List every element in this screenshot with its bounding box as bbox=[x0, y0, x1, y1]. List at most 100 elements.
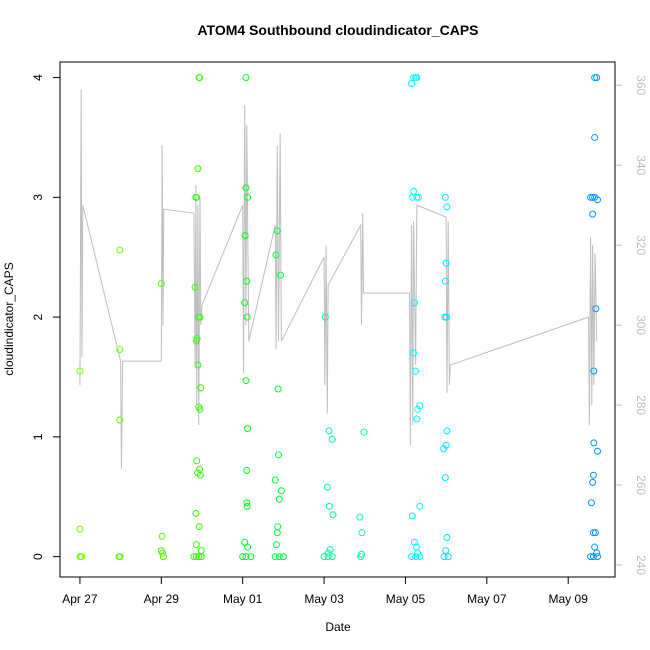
point bbox=[273, 529, 281, 537]
point bbox=[408, 512, 416, 520]
y2-tick-label: 320 bbox=[634, 235, 648, 255]
point bbox=[587, 499, 595, 507]
point bbox=[271, 476, 279, 484]
point bbox=[443, 203, 451, 211]
point bbox=[413, 74, 421, 82]
point bbox=[587, 193, 595, 201]
point bbox=[243, 466, 251, 474]
point bbox=[243, 313, 251, 321]
point bbox=[195, 523, 203, 531]
point bbox=[587, 553, 595, 561]
point bbox=[244, 424, 252, 432]
point bbox=[320, 553, 328, 561]
point bbox=[78, 553, 86, 561]
point bbox=[244, 193, 252, 201]
point bbox=[193, 457, 201, 465]
y2-tick-label: 260 bbox=[634, 475, 648, 495]
point bbox=[358, 529, 366, 537]
point bbox=[440, 553, 448, 561]
point bbox=[279, 553, 287, 561]
point bbox=[442, 259, 450, 267]
point bbox=[242, 184, 250, 192]
point bbox=[242, 377, 250, 385]
point bbox=[414, 405, 422, 413]
plot-frame bbox=[59, 61, 616, 578]
x-tick-label: Apr 29 bbox=[144, 592, 180, 606]
point bbox=[193, 193, 201, 201]
point bbox=[192, 337, 200, 345]
point bbox=[277, 487, 285, 495]
point bbox=[594, 447, 602, 455]
point bbox=[76, 367, 84, 375]
point bbox=[323, 483, 331, 491]
point bbox=[158, 532, 166, 540]
point bbox=[356, 513, 364, 521]
point bbox=[277, 271, 285, 279]
point bbox=[591, 529, 599, 537]
point bbox=[329, 511, 337, 519]
point bbox=[443, 427, 451, 435]
point bbox=[242, 553, 250, 561]
point bbox=[194, 361, 202, 369]
y2-tick-label: 300 bbox=[634, 315, 648, 335]
point bbox=[410, 299, 418, 307]
point bbox=[157, 280, 165, 288]
point bbox=[325, 502, 333, 510]
point bbox=[413, 415, 421, 423]
point bbox=[242, 74, 250, 82]
point bbox=[274, 385, 282, 393]
point bbox=[275, 495, 283, 503]
point bbox=[440, 445, 448, 453]
point bbox=[159, 549, 167, 557]
point bbox=[196, 313, 204, 321]
point bbox=[196, 74, 204, 82]
point bbox=[408, 553, 416, 561]
point bbox=[197, 553, 205, 561]
point bbox=[272, 541, 280, 549]
point bbox=[594, 553, 602, 561]
point bbox=[410, 349, 418, 357]
point bbox=[591, 543, 599, 551]
point bbox=[239, 553, 247, 561]
point bbox=[116, 553, 124, 561]
x-tick-label: May 05 bbox=[386, 592, 426, 606]
x-axis-label: Date bbox=[325, 620, 351, 634]
y-axis-label: cloudindicator_CAPS bbox=[2, 262, 16, 375]
point bbox=[328, 435, 336, 443]
point bbox=[321, 313, 329, 321]
point bbox=[412, 553, 420, 561]
point bbox=[191, 283, 199, 291]
point bbox=[244, 543, 252, 551]
point bbox=[241, 232, 249, 240]
y-tick-label: 1 bbox=[31, 433, 45, 440]
point bbox=[414, 549, 422, 557]
point bbox=[116, 416, 124, 424]
point bbox=[196, 471, 204, 479]
point bbox=[271, 553, 279, 561]
point bbox=[159, 553, 167, 561]
point bbox=[589, 553, 597, 561]
y2-tick-label: 340 bbox=[634, 155, 648, 175]
y2-tick-label: 360 bbox=[634, 75, 648, 95]
point bbox=[357, 553, 365, 561]
point bbox=[192, 510, 200, 518]
point bbox=[441, 474, 449, 482]
point bbox=[590, 439, 598, 447]
point bbox=[195, 553, 203, 561]
point bbox=[247, 553, 255, 561]
point bbox=[196, 405, 204, 413]
point bbox=[441, 277, 449, 285]
point bbox=[243, 499, 251, 507]
point bbox=[241, 299, 249, 307]
point bbox=[275, 451, 283, 459]
point bbox=[273, 227, 281, 235]
point bbox=[408, 80, 416, 88]
point bbox=[592, 305, 600, 313]
point bbox=[325, 427, 333, 435]
line bbox=[79, 89, 598, 470]
point bbox=[444, 553, 452, 561]
point bbox=[589, 210, 597, 218]
point bbox=[76, 525, 84, 533]
y-tick-label: 4 bbox=[31, 74, 45, 81]
